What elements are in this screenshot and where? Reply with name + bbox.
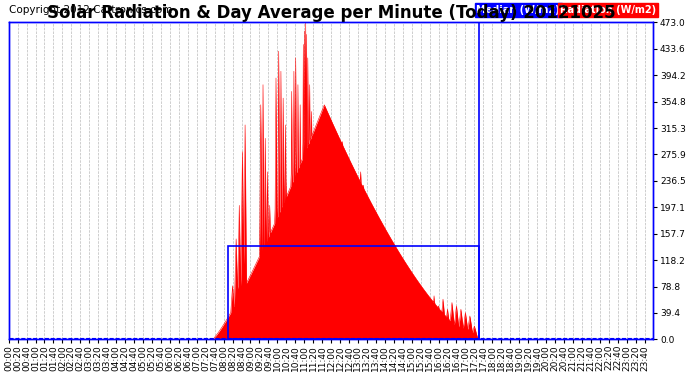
Bar [228, 246, 479, 339]
Text: Radiation (W/m2): Radiation (W/m2) [560, 5, 656, 15]
Title: Solar Radiation & Day Average per Minute (Today) 20121025: Solar Radiation & Day Average per Minute… [46, 4, 615, 22]
Text: Median (W/m2): Median (W/m2) [477, 5, 560, 15]
Text: Copyright 2012 Cartronics.com: Copyright 2012 Cartronics.com [9, 5, 172, 15]
